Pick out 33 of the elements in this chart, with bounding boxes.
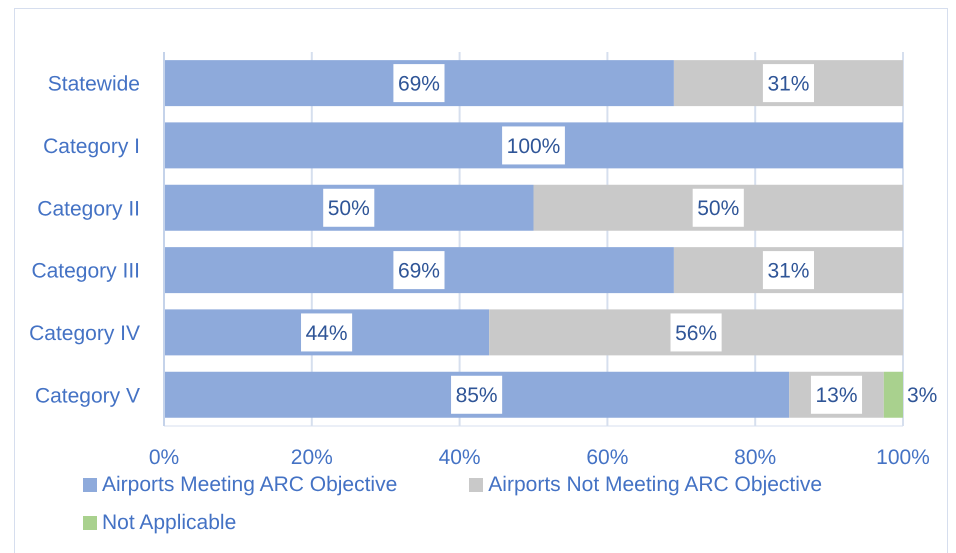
data-label: 31% — [767, 259, 810, 282]
x-tick-label: 40% — [438, 446, 481, 469]
y-tick-label: Category I — [43, 134, 140, 158]
x-tick-label: 100% — [876, 446, 930, 469]
y-tick-label: Category II — [37, 197, 140, 220]
data-label: 44% — [306, 322, 348, 345]
bar — [489, 309, 903, 356]
data-label: 50% — [697, 197, 740, 220]
legend-label: Airports Not Meeting ARC Objective — [488, 472, 822, 498]
y-tick-label: Category III — [31, 260, 140, 283]
y-tick-label: Category V — [34, 384, 140, 408]
bar — [164, 247, 674, 294]
data-label: 85% — [456, 384, 498, 408]
x-tick-label: 20% — [290, 446, 333, 469]
bar — [164, 372, 790, 418]
data-label: 56% — [675, 322, 718, 345]
data-label: 3% — [907, 384, 938, 408]
x-tick-label: 80% — [734, 446, 776, 469]
data-label: 69% — [398, 259, 440, 282]
bar — [164, 122, 903, 168]
legend-label: Airports Meeting ARC Objective — [102, 472, 398, 498]
legend-label: Not Applicable — [102, 510, 236, 536]
x-tick-label: 0% — [148, 446, 180, 469]
y-tick-label: Statewide — [48, 72, 140, 96]
data-label: 50% — [328, 197, 370, 220]
y-tick-label: Category IV — [29, 322, 140, 345]
data-label: 31% — [767, 72, 810, 96]
bar — [164, 60, 674, 106]
bar — [884, 372, 903, 418]
x-tick-label: 60% — [586, 446, 628, 469]
data-label: 69% — [398, 72, 440, 96]
data-label: 100% — [506, 134, 560, 158]
data-label: 13% — [815, 384, 858, 408]
